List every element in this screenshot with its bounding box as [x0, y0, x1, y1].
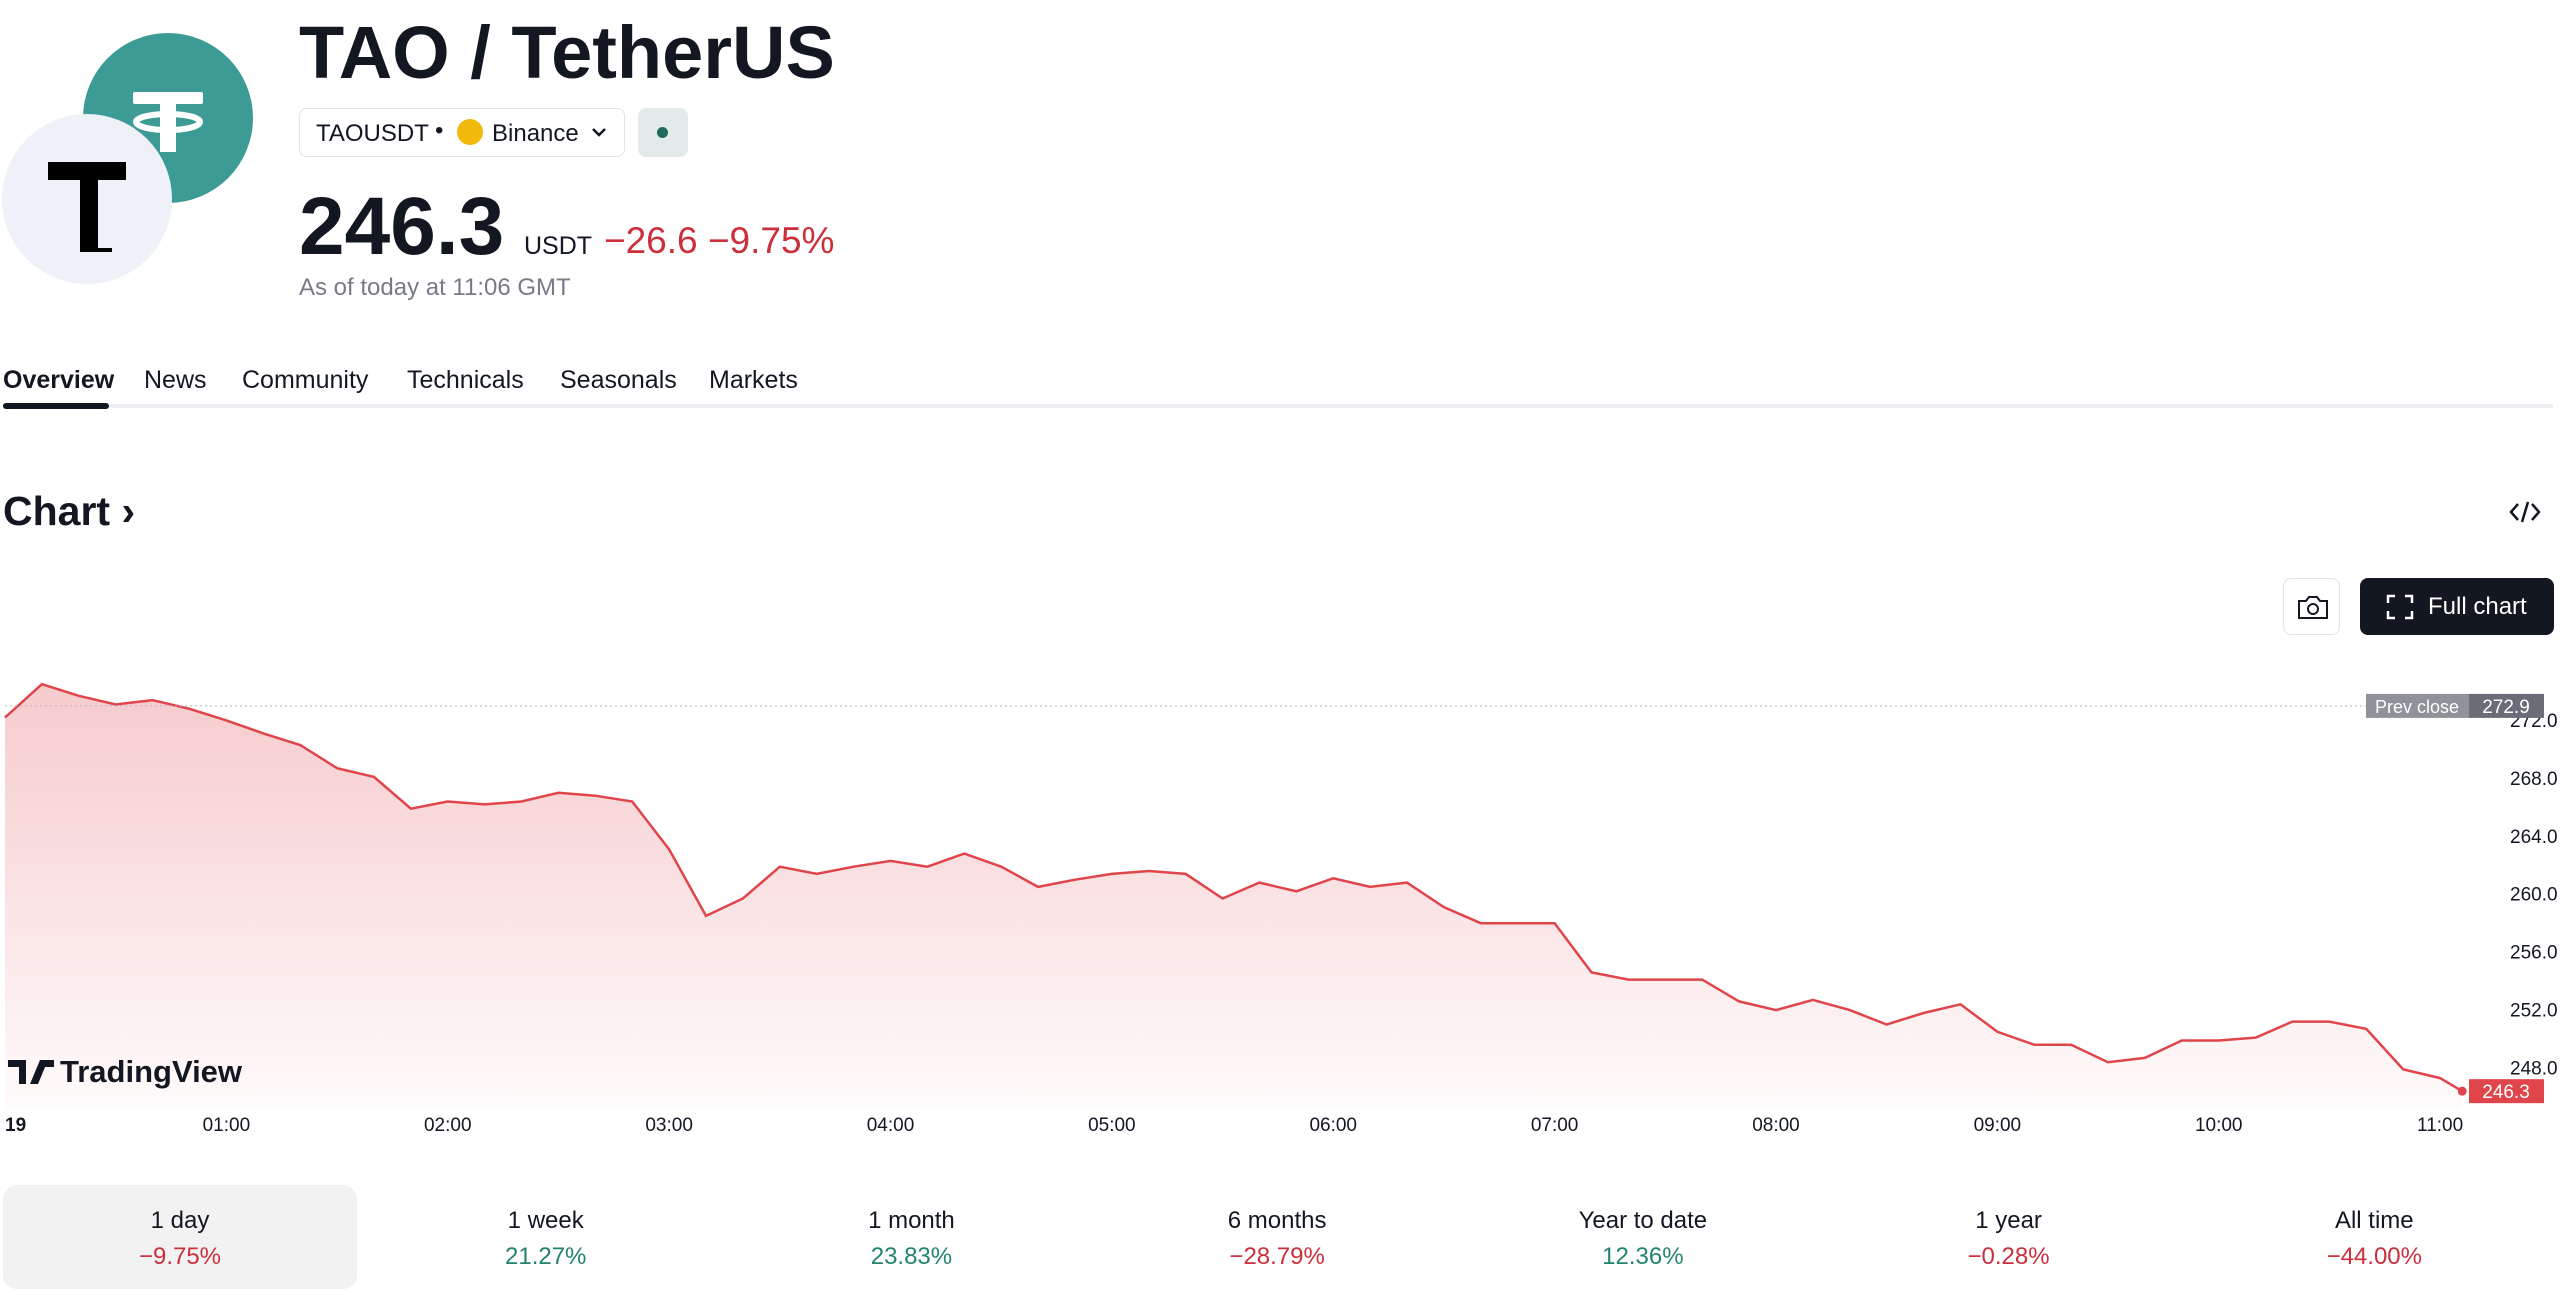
price-line — [4, 682, 2463, 1093]
tab[interactable]: Overview — [3, 366, 115, 394]
logo — [2, 33, 253, 284]
title: TAO / TetherUS — [299, 11, 835, 94]
prev-close-tag — [2366, 693, 2469, 718]
x-tick-label: 07:00 — [1531, 1115, 1579, 1136]
last-point — [2457, 1086, 2467, 1096]
tab[interactable]: Seasonals — [560, 366, 677, 394]
y-tick-label: 256.0 — [2510, 943, 2558, 964]
period-button[interactable]: 1 month 23.83% — [734, 1185, 1088, 1289]
status-dot — [657, 127, 668, 138]
period-button[interactable]: 6 months −28.79% — [1100, 1185, 1454, 1289]
exchange: Binance — [492, 120, 579, 147]
y-tick-label: 268.0 — [2510, 769, 2558, 790]
currency: USDT — [524, 232, 593, 260]
snapshot-button[interactable] — [2283, 578, 2340, 635]
chart-heading[interactable]: Chart › — [3, 488, 136, 534]
status-button[interactable] — [638, 108, 688, 157]
prev-close-value: 272.9 — [2482, 697, 2530, 718]
period-label: 1 month — [868, 1207, 955, 1234]
tab[interactable]: Technicals — [407, 366, 524, 394]
expand-icon — [2386, 594, 2414, 620]
change-percent: −9.75% — [707, 220, 835, 261]
x-tick-label: 02:00 — [424, 1115, 472, 1136]
x-tick-label: 06:00 — [1309, 1115, 1357, 1136]
period-label: 6 months — [1227, 1207, 1327, 1234]
as-of: As of today at 11:06 GMT — [299, 274, 571, 301]
symbol-pill[interactable]: TAOUSDT • Binance — [299, 108, 625, 157]
price-change: −26.6 −9.75% — [604, 220, 834, 262]
x-tick-label: 05:00 — [1088, 1115, 1136, 1136]
period-label: 1 week — [507, 1207, 584, 1234]
x-tick-label: 10:00 — [2195, 1115, 2243, 1136]
period-button[interactable]: 1 year −0.28% — [1832, 1185, 2186, 1289]
period-change: −28.79% — [1229, 1243, 1325, 1270]
period-button[interactable]: All time −44.00% — [2197, 1185, 2551, 1289]
full-chart-button[interactable]: Full chart — [2360, 578, 2554, 635]
prev-close-value-box — [2469, 693, 2544, 718]
tab-underline — [3, 403, 109, 409]
separator: • — [435, 117, 444, 144]
y-tick-label: 248.0 — [2510, 1059, 2558, 1080]
dropdown-chevron — [592, 128, 606, 137]
symbol: TAOUSDT — [316, 120, 429, 147]
period-change: −0.28% — [1967, 1243, 2050, 1270]
watermark: TradingView — [60, 1054, 243, 1089]
period-label: Year to date — [1578, 1207, 1708, 1234]
period-change: 12.36% — [1602, 1243, 1684, 1270]
y-tick-label: 260.0 — [2510, 885, 2558, 906]
period-label: 1 day — [150, 1207, 210, 1234]
x-tick-label: 09:00 — [1974, 1115, 2022, 1136]
area — [5, 684, 2463, 1110]
x-tick-label: 11:00 — [2417, 1115, 2463, 1136]
x-tick-label: 19 — [5, 1115, 26, 1136]
full-chart-label: Full chart — [2428, 593, 2527, 620]
x-tick-label: 01:00 — [203, 1115, 251, 1136]
tab[interactable]: Markets — [709, 366, 798, 394]
last-value-label: 246.3 — [2482, 1082, 2530, 1103]
exchange-icon — [457, 119, 483, 145]
tab-divider — [3, 404, 2553, 408]
period-change: 23.83% — [870, 1243, 953, 1270]
watermark-logo — [8, 1060, 54, 1084]
x-tick-label: 08:00 — [1752, 1115, 1800, 1136]
last-value-box — [2469, 1079, 2544, 1104]
tab[interactable]: News — [144, 366, 207, 394]
period-button[interactable]: 1 day −9.75% — [3, 1185, 357, 1289]
x-tick-label: 03:00 — [645, 1115, 693, 1136]
change: −26.6 — [604, 220, 698, 261]
x-tick-label: 04:00 — [867, 1115, 915, 1136]
period-change: −44.00% — [2326, 1243, 2422, 1270]
period-change: −9.75% — [138, 1243, 222, 1270]
y-tick-label: 264.0 — [2510, 827, 2558, 848]
y-tick-label: 252.0 — [2510, 1001, 2558, 1022]
embed-icon[interactable] — [2508, 498, 2542, 526]
chart-heading-text: Chart — [3, 488, 111, 534]
period-label: 1 year — [1975, 1207, 2042, 1234]
period-button[interactable]: Year to date 12.36% — [1466, 1185, 1820, 1289]
tab[interactable]: Community — [242, 366, 369, 394]
period-button[interactable]: 1 week 21.27% — [369, 1185, 723, 1289]
period-change: 21.27% — [505, 1243, 587, 1270]
price: 246.3 — [299, 181, 505, 272]
prev-close-label: Prev close — [2375, 697, 2459, 717]
camera-icon — [2298, 596, 2328, 619]
period-label: All time — [2334, 1207, 2414, 1234]
